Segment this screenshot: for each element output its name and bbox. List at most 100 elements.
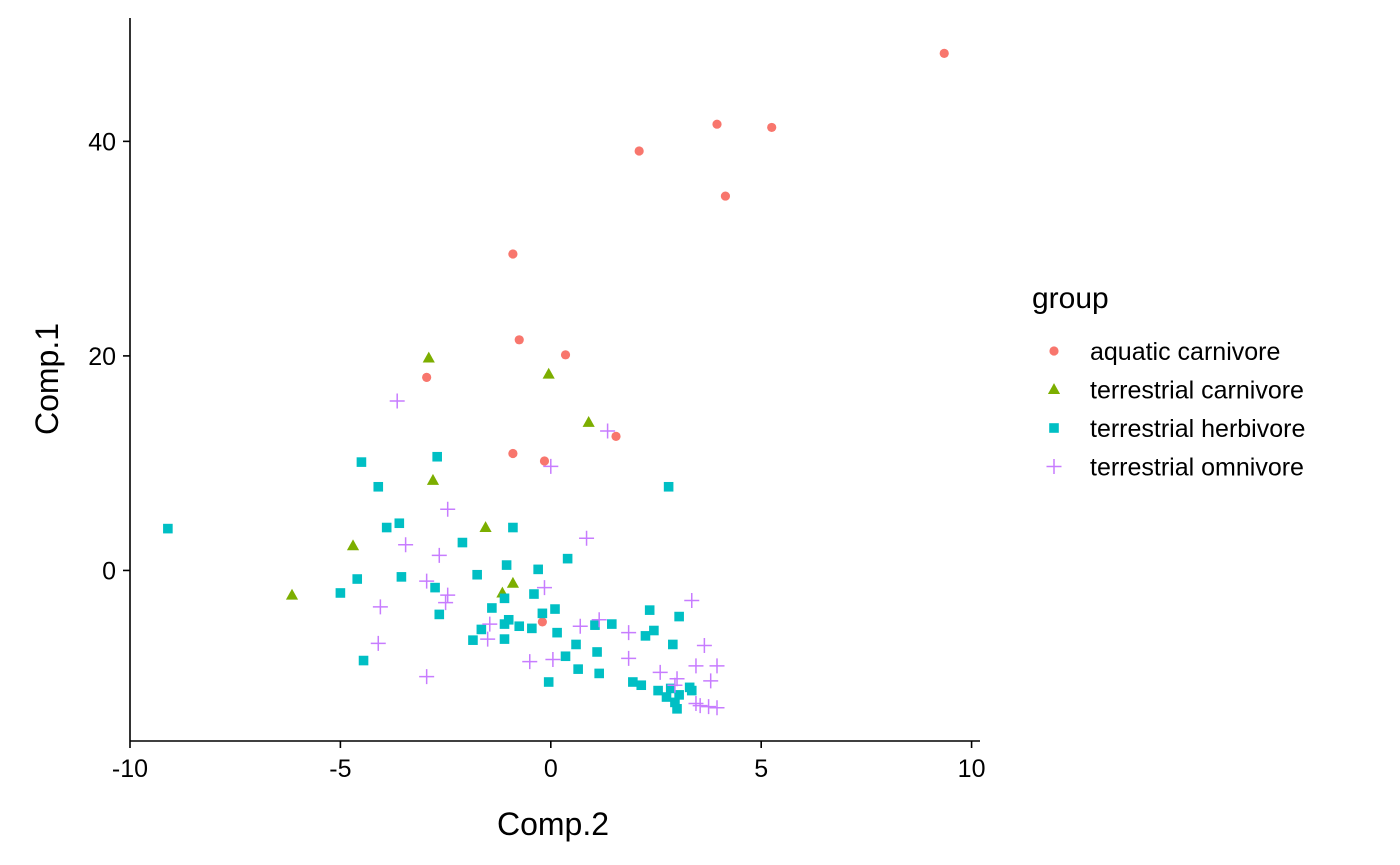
data-point bbox=[479, 521, 492, 533]
legend: group aquatic carnivore terrestrial carni… bbox=[1032, 282, 1305, 482]
y-tick-label: 20 bbox=[88, 343, 116, 371]
data-point bbox=[522, 654, 538, 670]
data-point bbox=[431, 547, 447, 563]
data-point bbox=[539, 456, 550, 466]
data-point bbox=[514, 621, 525, 632]
data-point bbox=[487, 603, 497, 613]
data-point bbox=[398, 537, 414, 553]
data-point bbox=[582, 416, 595, 427]
data-point bbox=[537, 617, 547, 627]
legend-key bbox=[1047, 383, 1061, 394]
x-tick-label: 0 bbox=[544, 755, 558, 783]
data-point bbox=[440, 587, 456, 603]
data-point bbox=[663, 481, 674, 492]
data-point bbox=[667, 677, 683, 693]
data-point bbox=[621, 650, 637, 666]
data-point bbox=[562, 553, 573, 564]
data-point bbox=[472, 569, 482, 580]
data-point bbox=[434, 609, 445, 620]
data-point bbox=[545, 651, 561, 667]
data-point bbox=[543, 458, 559, 474]
data-point bbox=[668, 639, 678, 650]
data-point bbox=[634, 146, 644, 156]
data-point bbox=[381, 522, 392, 533]
data-point bbox=[527, 623, 537, 634]
data-point bbox=[590, 620, 600, 630]
x-ticks: -10 -5 0 5 10 bbox=[112, 741, 986, 783]
series-1 bbox=[422, 48, 949, 627]
axes-layer bbox=[129, 18, 980, 742]
data-point bbox=[358, 655, 369, 666]
legend-label: terrestrial omnivore bbox=[1090, 454, 1304, 482]
points-layer bbox=[163, 48, 949, 716]
data-point bbox=[476, 624, 487, 635]
series-3 bbox=[163, 451, 697, 714]
data-point bbox=[422, 372, 432, 382]
data-point bbox=[560, 651, 571, 662]
x-tick-label: 5 bbox=[754, 755, 768, 783]
y-tick-label: 0 bbox=[102, 557, 116, 585]
data-point bbox=[688, 658, 704, 674]
data-point bbox=[499, 593, 510, 604]
data-point bbox=[506, 576, 520, 588]
data-point bbox=[514, 335, 524, 345]
data-point bbox=[640, 631, 651, 641]
data-point bbox=[482, 616, 498, 632]
data-point bbox=[709, 700, 725, 716]
data-point bbox=[396, 572, 407, 582]
data-point bbox=[508, 522, 518, 533]
data-point bbox=[669, 671, 685, 687]
data-point bbox=[537, 608, 548, 619]
data-point bbox=[468, 635, 478, 645]
data-point bbox=[419, 573, 435, 589]
legend-item: terrestrial herbivore bbox=[1049, 415, 1305, 443]
series-4 bbox=[370, 393, 725, 716]
data-point bbox=[552, 627, 562, 638]
data-point bbox=[696, 638, 712, 654]
data-point bbox=[712, 119, 722, 129]
data-point bbox=[373, 481, 384, 492]
data-point bbox=[611, 431, 621, 441]
legend-key bbox=[1046, 459, 1062, 474]
data-point bbox=[419, 669, 435, 685]
legend-key bbox=[1049, 423, 1059, 433]
data-point bbox=[571, 639, 581, 650]
legend-item: aquatic carnivore bbox=[1049, 338, 1280, 366]
data-point bbox=[533, 564, 543, 575]
legend-label: terrestrial herbivore bbox=[1090, 415, 1305, 443]
data-point bbox=[692, 698, 708, 714]
data-point bbox=[422, 351, 435, 363]
data-point bbox=[480, 631, 496, 647]
data-point bbox=[720, 191, 731, 201]
data-point bbox=[644, 605, 655, 615]
data-point bbox=[560, 350, 571, 360]
data-point bbox=[661, 692, 672, 702]
data-point bbox=[607, 619, 617, 629]
data-point bbox=[665, 683, 676, 694]
y-axis-title: Comp.1 bbox=[29, 323, 65, 435]
data-point bbox=[440, 501, 456, 517]
data-point bbox=[335, 588, 346, 598]
data-point bbox=[285, 588, 299, 600]
data-point bbox=[653, 685, 663, 696]
data-point bbox=[499, 634, 510, 644]
legend-items: aquatic carnivore terrestrial carnivore te… bbox=[1046, 338, 1305, 482]
data-point bbox=[686, 685, 697, 696]
data-point bbox=[346, 539, 360, 551]
data-point bbox=[628, 677, 638, 687]
data-point bbox=[684, 592, 700, 608]
y-tick-label: 40 bbox=[88, 128, 116, 156]
data-point bbox=[573, 664, 583, 674]
data-point bbox=[536, 580, 552, 596]
data-point bbox=[591, 612, 607, 628]
x-tick-label: -5 bbox=[329, 755, 351, 783]
x-tick-label: 10 bbox=[958, 755, 986, 783]
data-point bbox=[594, 668, 604, 679]
data-point bbox=[426, 473, 440, 485]
data-point bbox=[674, 690, 684, 700]
data-point bbox=[394, 518, 405, 529]
data-point bbox=[550, 604, 560, 614]
data-point bbox=[592, 647, 602, 657]
data-point bbox=[688, 695, 704, 711]
